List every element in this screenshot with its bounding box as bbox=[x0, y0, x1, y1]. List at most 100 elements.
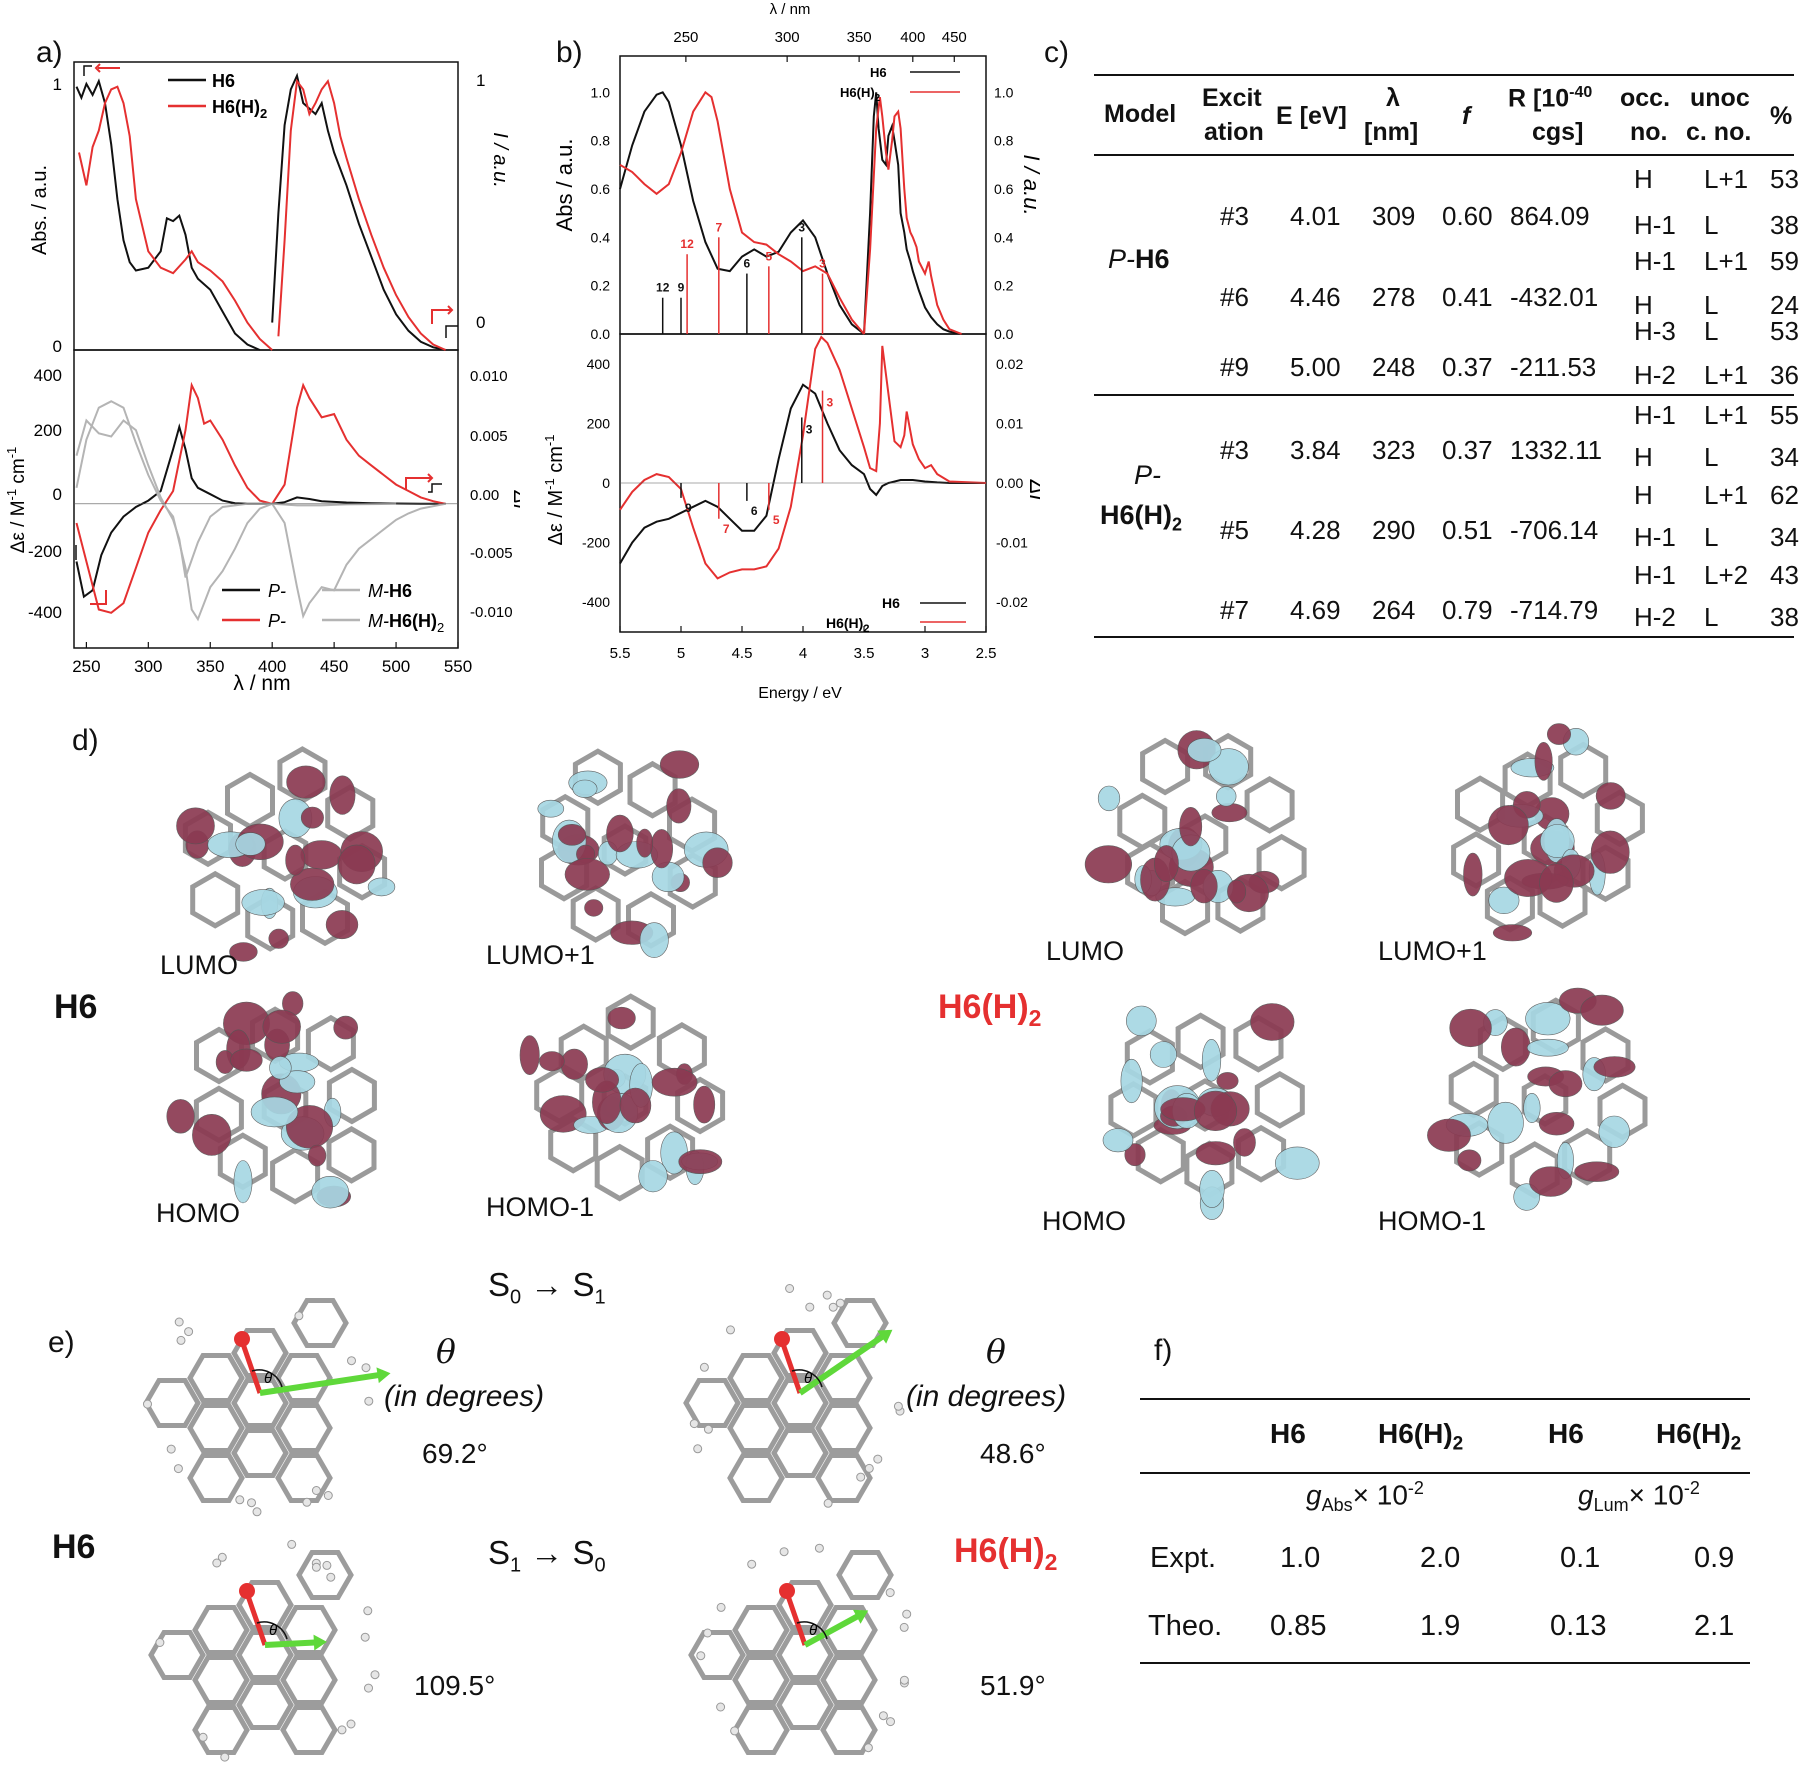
mol-ring bbox=[187, 1403, 245, 1453]
c-cell-r: 1332.11 bbox=[1510, 435, 1603, 465]
mol-theta-label: θ bbox=[269, 1622, 277, 1639]
d-h6h2-label: H6(H)2 bbox=[938, 988, 1042, 1031]
f-header-h6-abs: H6 bbox=[1270, 1418, 1306, 1449]
mol-ring bbox=[275, 1453, 333, 1503]
mo-lobe bbox=[1526, 1038, 1569, 1057]
c-cell-e: 5.00 bbox=[1290, 352, 1341, 382]
c-cell-unocc: L bbox=[1704, 316, 1719, 346]
mo-lobe bbox=[262, 1009, 301, 1044]
series-line-2 bbox=[271, 72, 446, 351]
b-top-stick-label: 7 bbox=[715, 220, 722, 234]
mol-hydrogen bbox=[143, 1399, 152, 1409]
mol-ring bbox=[732, 1605, 790, 1655]
mol-magnetic-vector bbox=[239, 1340, 263, 1394]
mol-hydrogen bbox=[886, 1717, 895, 1727]
c-header-exc2: ation bbox=[1204, 118, 1264, 146]
mol-hydrogen bbox=[247, 1498, 256, 1508]
mo-ring bbox=[1254, 1071, 1305, 1129]
c-cell-f: 0.37 bbox=[1442, 435, 1493, 465]
mo-lobe bbox=[268, 928, 289, 949]
c-cell-occ: H-1 bbox=[1634, 210, 1676, 240]
c-cell-pct: 36 bbox=[1770, 360, 1799, 390]
mo-lobe bbox=[1525, 1002, 1571, 1036]
a-top-ylabel-right: I / a.u. bbox=[489, 132, 511, 188]
mo-ring bbox=[1558, 741, 1609, 800]
mol-hydrogen bbox=[730, 1726, 740, 1736]
panel-a-chart: 1 0 1 0 Abs. / a.u. I / a.u. H6 H6(H)2 2… bbox=[4, 61, 520, 695]
mol-angle-arc bbox=[256, 1621, 288, 1640]
mol-angle-arc bbox=[791, 1369, 823, 1388]
c-cell-r: -706.14 bbox=[1510, 515, 1599, 545]
b-bot-ytick-label: 200 bbox=[587, 415, 611, 431]
mol-hydrogen bbox=[364, 1683, 373, 1693]
mo-lobe bbox=[619, 1087, 652, 1124]
c-header-nm: [nm] bbox=[1364, 118, 1419, 146]
b-top-ytick-right-label: 1.0 bbox=[994, 84, 1014, 100]
c-cell-f: 0.60 bbox=[1442, 201, 1493, 231]
c-model-p-h6: P-H6 bbox=[1108, 244, 1170, 274]
f-header-h6-lum: H6 bbox=[1548, 1418, 1584, 1449]
f-gabs-label: gAbs× 10-2 bbox=[1306, 1478, 1424, 1515]
c-header-model: Model bbox=[1104, 100, 1177, 128]
mo-lobe bbox=[269, 1056, 292, 1080]
mo-h6h2-homo-image bbox=[1102, 1003, 1320, 1220]
c-cell-occ: H-1 bbox=[1634, 400, 1676, 430]
mol-magnetic-vector-head bbox=[234, 1331, 250, 1347]
mol-magnetic-vector-head bbox=[779, 1583, 795, 1599]
mo-lobe bbox=[519, 1035, 540, 1076]
series-line-1 bbox=[619, 90, 865, 335]
a-bot-xlabel: λ / nm bbox=[233, 672, 290, 695]
a-bot-legend-m-h6: M-H6 bbox=[368, 581, 412, 601]
c-cell-lam: 264 bbox=[1372, 595, 1416, 625]
mo-lobe bbox=[1199, 1170, 1225, 1209]
f-rule-bottom bbox=[1140, 1662, 1750, 1664]
series-line-0 bbox=[619, 91, 865, 335]
b-bot-stick-label: 5 bbox=[773, 513, 780, 527]
mo-ring bbox=[570, 885, 621, 943]
mo-ring bbox=[605, 993, 656, 1052]
mol-ring bbox=[820, 1655, 878, 1705]
a-bot-ytick-right-2: 0.00 bbox=[470, 487, 499, 504]
mol-hydrogen bbox=[716, 1602, 726, 1612]
c-model-p-h6h2-name: H6(H)2 bbox=[1100, 500, 1183, 535]
mol-ring bbox=[776, 1680, 834, 1730]
c-cell-pct: 38 bbox=[1770, 602, 1799, 632]
e-molecule-h6-s1s0: θ bbox=[148, 1539, 380, 1762]
f-rule-head bbox=[1140, 1472, 1750, 1474]
f-row-theo-v1: 0.85 bbox=[1270, 1610, 1327, 1642]
c-cell-e: 4.01 bbox=[1290, 201, 1341, 231]
mo-lobe bbox=[1193, 1090, 1238, 1131]
f-row-theo-v4: 2.1 bbox=[1694, 1610, 1735, 1642]
mo-ring bbox=[225, 771, 275, 830]
b-bot-ytick-label: -200 bbox=[582, 535, 610, 551]
b-bot-stick-label: 9 bbox=[685, 501, 692, 515]
a-bot-arrow-red-left bbox=[90, 590, 107, 605]
mo-lobe bbox=[1457, 1149, 1482, 1172]
mol-ring bbox=[192, 1605, 250, 1655]
mol-hydrogen bbox=[363, 1606, 373, 1616]
mo-lobe bbox=[1190, 868, 1218, 904]
mo-lobe bbox=[285, 844, 306, 876]
mol-theta-label: θ bbox=[809, 1622, 817, 1639]
b-top-ytick-label: 1.0 bbox=[591, 84, 611, 100]
c-cell-lam: 248 bbox=[1372, 352, 1416, 382]
mo-ring bbox=[1135, 1126, 1186, 1185]
b-bot-stick-label: 3 bbox=[827, 396, 834, 410]
b-top-stick-label: 12 bbox=[656, 281, 670, 295]
panel-a-bottom-plot bbox=[74, 381, 458, 622]
c-cell-pct: 34 bbox=[1770, 442, 1799, 472]
mol-hydrogen bbox=[689, 1419, 699, 1429]
mol-hydrogen bbox=[166, 1444, 176, 1454]
mo-ring bbox=[326, 1066, 377, 1125]
f-header-h6h2-lum: H6(H)2 bbox=[1656, 1418, 1742, 1455]
c-cell-e: 4.46 bbox=[1290, 282, 1341, 312]
mo-lobe bbox=[1216, 1072, 1239, 1090]
mo-lobe bbox=[230, 1048, 263, 1072]
c-cell-unocc: L+1 bbox=[1704, 360, 1749, 390]
mo-lobe bbox=[1124, 1143, 1146, 1167]
c-header-f: f bbox=[1462, 102, 1471, 130]
b-top-xtick-label: 350 bbox=[847, 29, 872, 46]
mo-h6h2-lumo-label: LUMO bbox=[1046, 936, 1125, 966]
c-cell-unocc: L bbox=[1704, 210, 1719, 240]
a-top-ytick-right-0: 0 bbox=[476, 313, 485, 332]
